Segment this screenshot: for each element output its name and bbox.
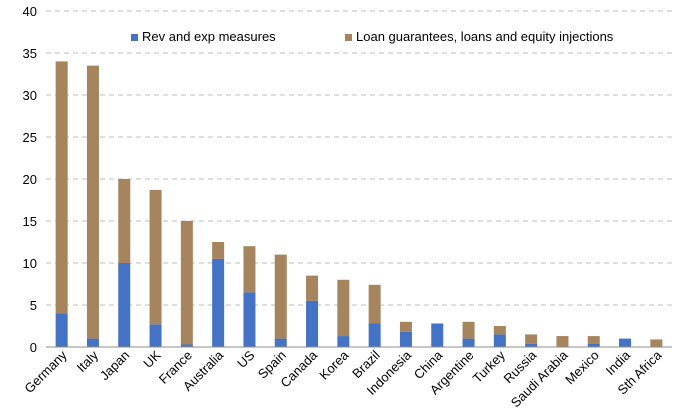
bar-loan-equity-germany [55,61,68,314]
bar-rev-exp-mexico [587,343,600,347]
y-tick-label: 40 [23,4,37,19]
bar-loan-equity-indonesia [399,321,412,332]
legend-swatch [345,34,352,41]
x-tick-label: Turkey [470,347,509,386]
y-tick-label: 20 [23,172,37,187]
bar-loan-equity-korea [337,279,350,337]
y-tick-label: 10 [23,256,37,271]
bar-loan-equity-turkey [493,326,506,335]
bar-rev-exp-argentine [462,338,475,347]
y-tick-label: 15 [23,214,37,229]
bar-loan-equity-sth-africa [650,339,663,347]
legend-swatch [131,34,138,41]
bar-rev-exp-japan [118,263,131,347]
bar-rev-exp-canada [306,300,319,347]
bar-loan-equity-canada [306,275,319,301]
bar-loan-equity-saudi-arabia [556,336,569,347]
x-tick-label: Korea [316,347,352,383]
bar-loan-equity-japan [118,179,131,263]
bar-rev-exp-us [243,292,256,347]
bar-rev-exp-spain [274,338,287,347]
bar-loan-equity-australia [212,242,225,259]
x-tick-label: Germany [21,347,70,396]
bar-loan-equity-uk [149,189,162,325]
bar-loan-equity-argentine [462,321,475,339]
bar-loan-equity-spain [274,254,287,339]
y-tick-label: 30 [23,88,37,103]
bar-loan-equity-us [243,246,256,293]
legend-label: Rev and exp measures [142,29,276,44]
bar-rev-exp-italy [86,338,99,347]
bar-loan-equity-brazil [368,284,381,324]
bar-loan-equity-mexico [587,336,600,344]
y-tick-labels: 0 5 10 15 20 25 30 35 40 [23,4,37,355]
bar-rev-exp-korea [337,336,350,347]
gridlines [46,10,672,306]
bar-rev-exp-brazil [368,323,381,347]
bar-loan-equity-france [180,221,193,345]
y-tick-label: 5 [30,298,37,313]
bar-rev-exp-uk [149,324,162,347]
y-tick-label: 25 [23,130,37,145]
bar-rev-exp-australia [212,258,225,347]
bar-rev-exp-india [619,338,632,347]
bar-loan-equity-russia [525,334,538,344]
bar-loan-equity-italy [86,65,99,339]
x-tick-label: Japan [97,348,133,384]
x-tick-label: UK [140,347,164,371]
bar-rev-exp-france [180,344,193,347]
legend-label: Loan guarantees, loans and equity inject… [356,29,614,44]
bar-rev-exp-turkey [493,334,506,347]
x-tick-label: US [234,347,258,371]
y-tick-label: 0 [30,340,37,355]
bar-rev-exp-russia [525,343,538,347]
legend: Rev and exp measures Loan guarantees, loa… [131,29,614,44]
bar-rev-exp-indonesia [399,331,412,347]
bars [55,61,663,347]
y-tick-label: 35 [23,46,37,61]
bar-rev-exp-germany [55,313,68,347]
bar-rev-exp-china [431,323,444,347]
x-tick-label: Mexico [562,348,602,388]
